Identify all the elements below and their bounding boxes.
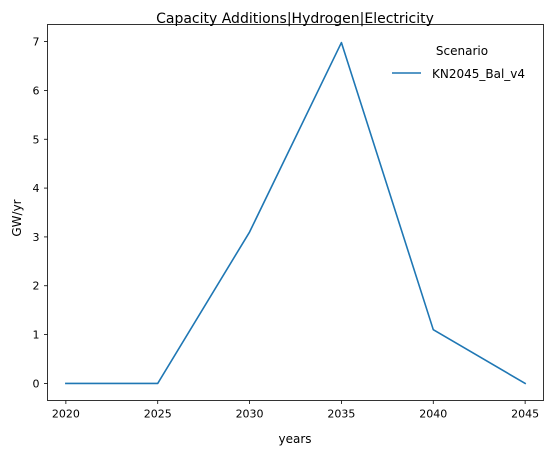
series-line <box>65 41 527 385</box>
y-tick-label: 2 <box>33 280 40 293</box>
legend-label: KN2045_Bal_v4 <box>432 67 525 81</box>
x-tick-label: 2025 <box>144 408 172 421</box>
legend: Scenario KN2045_Bal_v4 <box>392 44 525 81</box>
y-tick-label: 1 <box>33 329 40 342</box>
x-tick-label: 2030 <box>236 408 264 421</box>
x-tick-label: 2045 <box>511 408 539 421</box>
y-tick-label: 0 <box>33 377 40 390</box>
x-tick-label: 2035 <box>327 408 355 421</box>
y-axis: 0 1 2 3 4 5 6 7 <box>33 36 48 390</box>
y-tick-label: 3 <box>33 231 40 244</box>
chart-title: Capacity Additions|Hydrogen|Electricity <box>156 11 434 27</box>
legend-title: Scenario <box>436 44 488 58</box>
y-tick-label: 6 <box>33 84 40 97</box>
series-layer <box>65 41 527 385</box>
y-tick-label: 7 <box>33 36 40 49</box>
y-tick-label: 5 <box>33 133 40 146</box>
y-axis-label: GW/yr <box>10 199 24 236</box>
x-axis-label: years <box>278 432 311 446</box>
x-axis: 2020 2025 2030 2035 2040 2045 <box>52 400 539 421</box>
x-tick-label: 2040 <box>419 408 447 421</box>
plot-area <box>47 24 544 401</box>
y-tick-label: 4 <box>33 182 40 195</box>
x-tick-label: 2020 <box>52 408 80 421</box>
